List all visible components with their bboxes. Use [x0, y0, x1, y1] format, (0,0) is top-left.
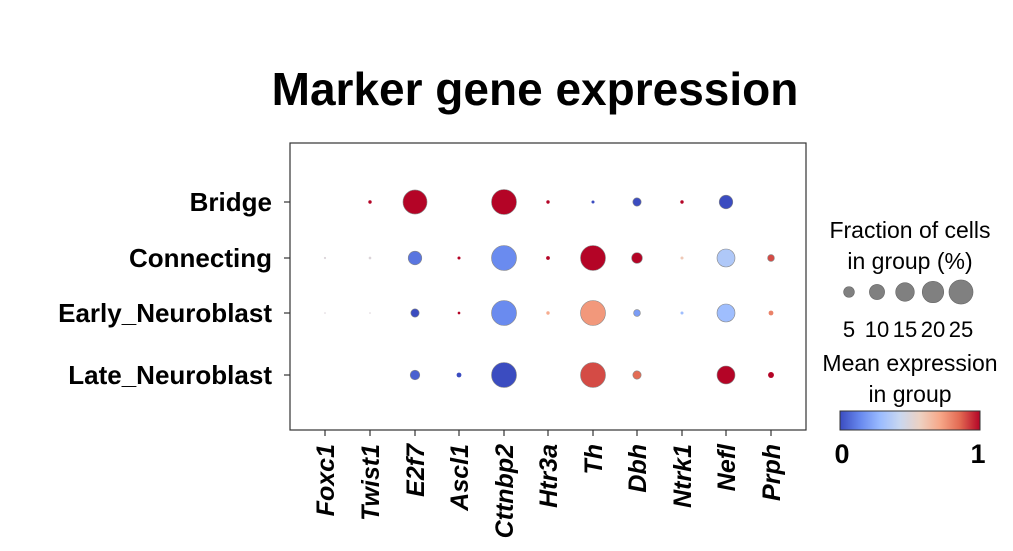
dot: [456, 372, 462, 378]
dot: [407, 250, 423, 266]
colorbar-max-label: 1: [970, 439, 985, 469]
color-legend: Mean expression in group 0 1: [822, 350, 997, 469]
dot: [409, 369, 421, 381]
y-tick-label: Early_Neuroblast: [58, 298, 272, 328]
dot: [410, 308, 420, 318]
x-tick-label: Htr3a: [535, 444, 563, 508]
dot: [368, 256, 372, 260]
dot: [546, 200, 550, 204]
chart-title: Marker gene expression: [271, 63, 799, 115]
y-tick-label: Connecting: [129, 243, 272, 273]
dot: [680, 256, 684, 260]
size-legend-label: 20: [921, 317, 945, 342]
x-tick-label: Foxc1: [312, 444, 340, 516]
dot: [680, 311, 684, 315]
x-tick-label: Prph: [758, 444, 786, 501]
dot: [457, 311, 461, 315]
dot: [680, 200, 684, 204]
color-legend-title: Mean expression: [822, 350, 997, 376]
dot: [324, 312, 326, 314]
dot: [580, 245, 606, 271]
size-legend-dot: [843, 286, 855, 298]
x-tick-label: Ascl1: [446, 444, 474, 512]
dot: [369, 312, 371, 314]
dot: [368, 200, 372, 204]
dot: [716, 303, 736, 323]
dot: [632, 197, 642, 207]
x-axis: Foxc1 Twist1 E2f7 Ascl1 Cttnbp2 Htr3a Th Dbh Ntr…: [312, 430, 786, 538]
y-tick-label: Bridge: [190, 187, 272, 217]
dot: [491, 189, 517, 215]
y-axis: Bridge Connecting Early_Neuroblast Late_Neu…: [58, 187, 290, 390]
dot: [402, 189, 428, 215]
dot: [632, 370, 642, 380]
dot: [491, 300, 517, 326]
size-legend-dot: [921, 280, 945, 304]
size-legend-title: in group (%): [847, 248, 972, 274]
color-legend-title: in group: [868, 381, 951, 407]
dot: [491, 362, 517, 388]
dot: [716, 248, 736, 268]
size-legend-label: 10: [865, 317, 889, 342]
dot: [546, 311, 550, 315]
dot: [768, 372, 774, 378]
x-tick-label: Nefl: [713, 443, 741, 491]
size-legend-dot: [869, 284, 885, 300]
colorbar-min-label: 0: [834, 439, 849, 469]
dot: [546, 256, 550, 260]
dot: [491, 245, 517, 271]
x-tick-label: E2f7: [402, 443, 430, 497]
plot-frame: [289, 142, 807, 431]
dots: [323, 189, 775, 388]
dot: [323, 256, 327, 260]
size-legend-dot: [948, 279, 974, 305]
dot: [633, 309, 641, 317]
dot: [580, 300, 606, 326]
size-legend-dot: [895, 282, 915, 302]
size-legend-label: 25: [949, 317, 973, 342]
dot: [767, 254, 775, 262]
dot: [718, 194, 734, 210]
dot: [716, 365, 736, 385]
size-legend-label: 5: [843, 317, 855, 342]
dot: [591, 200, 595, 204]
dot: [457, 256, 461, 260]
dot: [768, 310, 774, 316]
size-legend-title: Fraction of cells: [829, 217, 990, 243]
colorbar: [839, 410, 981, 431]
x-tick-label: Th: [580, 444, 608, 475]
dot: [631, 252, 643, 264]
x-tick-label: Dbh: [624, 444, 652, 493]
size-legend: Fraction of cells in group (%) 5 10 15 20 25: [829, 217, 990, 342]
y-tick-label: Late_Neuroblast: [68, 360, 272, 390]
size-legend-label: 15: [893, 317, 917, 342]
dot: [580, 362, 606, 388]
x-tick-label: Cttnbp2: [491, 444, 519, 539]
x-tick-label: Twist1: [357, 444, 385, 521]
x-tick-label: Ntrk1: [669, 444, 697, 508]
